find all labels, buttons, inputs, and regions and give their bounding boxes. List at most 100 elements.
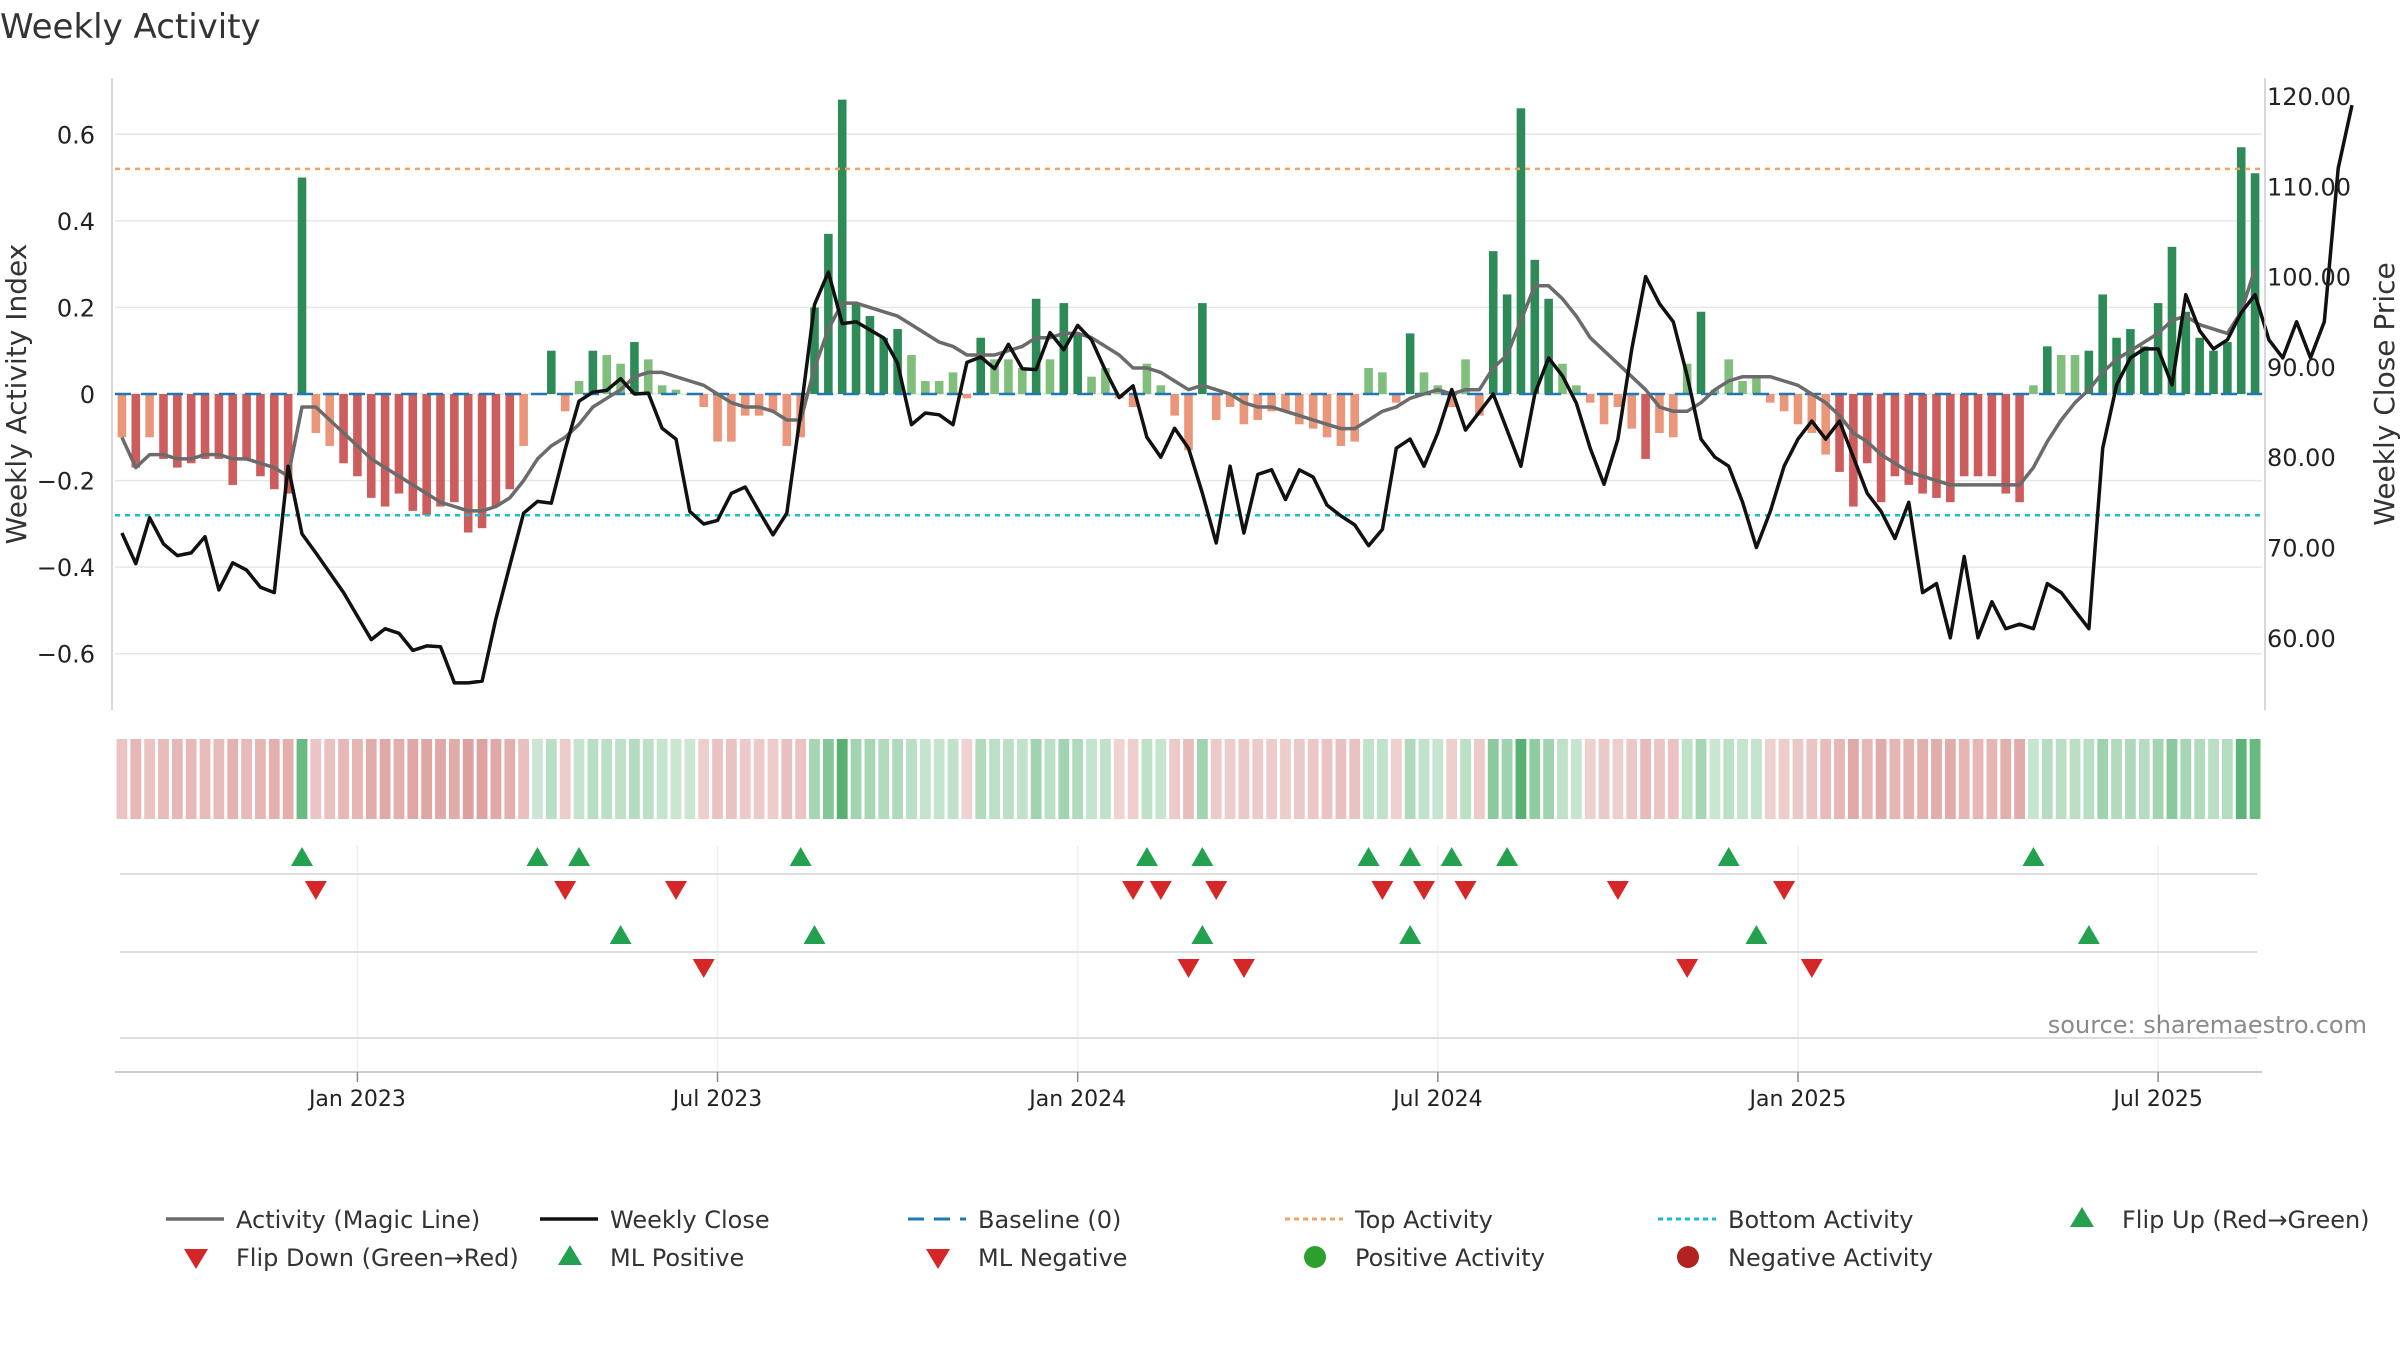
heat-cell-20 <box>393 739 405 819</box>
heat-cell-120 <box>1778 739 1790 819</box>
activity-bar-97 <box>1461 359 1470 394</box>
activity-bar-86 <box>1308 394 1318 429</box>
heat-cell-102 <box>1529 739 1541 819</box>
heat-cell-152 <box>2221 739 2233 819</box>
heat-cell-26 <box>476 739 488 819</box>
heat-cell-23 <box>435 739 446 819</box>
activity-bar-150 <box>2195 337 2204 394</box>
ml-track-up-marker-5 <box>2077 925 2100 944</box>
activity-bar-19 <box>380 394 390 507</box>
flip-track-down-marker-2 <box>664 881 687 900</box>
activity-bar-111 <box>1655 394 1664 433</box>
activity-bar-108 <box>1613 394 1623 407</box>
activity-bar-89 <box>1350 394 1360 442</box>
y-tick-label-0: 0.6 <box>57 121 95 149</box>
y-tick-label-4: −0.2 <box>37 468 95 496</box>
heat-cell-150 <box>2194 739 2206 819</box>
activity-bar-98 <box>1475 394 1484 416</box>
activity-bar-88 <box>1336 394 1346 446</box>
heat-cell-95 <box>1432 739 1444 819</box>
ml-track-down-marker-2 <box>1232 959 1255 978</box>
heat-cell-116 <box>1723 739 1735 819</box>
activity-bar-123 <box>1821 394 1830 455</box>
x-axis: Jan 2023 Jul 2023 Jan 2024 Jul 2024 Jan 2025… <box>115 1071 2262 1112</box>
heat-cell-79 <box>1210 739 1222 819</box>
heat-cell-153 <box>2235 739 2247 819</box>
heat-cell-10 <box>255 739 266 819</box>
activity-bar-117 <box>1738 381 1747 394</box>
heat-cell-57 <box>906 739 917 819</box>
heat-cell-97 <box>1460 739 1471 819</box>
heat-cell-154 <box>2249 739 2261 819</box>
heat-cell-49 <box>795 739 807 819</box>
heat-cell-33 <box>573 739 585 819</box>
source-credit: source: sharemaestro.com <box>2048 1011 2367 1039</box>
activity-bar-52 <box>837 99 847 395</box>
heat-cell-86 <box>1307 739 1319 819</box>
activity-bar-34 <box>588 350 598 394</box>
flip-track-up-marker-2 <box>568 847 591 866</box>
legend-label-4: Bottom Activity <box>1728 1206 1913 1234</box>
heat-cell-41 <box>684 739 696 819</box>
heat-cell-59 <box>933 739 945 819</box>
heat-cell-88 <box>1335 739 1347 819</box>
activity-bar-126 <box>1862 394 1872 464</box>
heat-cell-151 <box>2208 739 2219 819</box>
heat-cell-144 <box>2111 739 2122 819</box>
activity-bar-105 <box>1572 385 1581 394</box>
activity-bar-61 <box>962 394 972 399</box>
heat-cell-21 <box>407 739 419 819</box>
flip-track-down-marker-5 <box>1205 881 1228 900</box>
activity-bar-0 <box>117 394 127 438</box>
activity-bar-24 <box>450 394 459 503</box>
activity-bar-58 <box>921 381 930 394</box>
heat-cell-125 <box>1847 739 1859 819</box>
ml-track-down-marker-3 <box>1676 959 1699 978</box>
activity-bar-110 <box>1641 394 1650 459</box>
activity-bar-124 <box>1835 394 1844 472</box>
activity-bar-80 <box>1225 394 1235 407</box>
heat-cell-142 <box>2083 739 2095 819</box>
heat-cell-138 <box>2028 739 2039 819</box>
activity-bar-21 <box>408 394 418 511</box>
activity-bar-132 <box>1946 394 1955 503</box>
heat-cell-53 <box>850 739 862 819</box>
heat-cell-74 <box>1141 739 1153 819</box>
activity-bar-44 <box>727 394 736 442</box>
activity-bar-151 <box>2209 350 2218 394</box>
heat-cell-39 <box>656 739 668 819</box>
heat-cell-130 <box>1917 739 1929 819</box>
activity-bar-140 <box>2056 355 2066 394</box>
y-axis-label: Weekly Activity Index <box>0 244 33 545</box>
activity-bar-60 <box>948 372 958 394</box>
legend-swatch-5 <box>2070 1207 2094 1227</box>
activity-bar-122 <box>1807 394 1817 433</box>
heat-cell-143 <box>2097 739 2109 819</box>
activity-bar-142 <box>2084 350 2094 394</box>
activity-bar-139 <box>2043 346 2052 394</box>
heat-cell-7 <box>213 739 225 819</box>
legend-label-3: Top Activity <box>1354 1206 1493 1234</box>
x-tick-label-1: Jul 2023 <box>671 1087 763 1112</box>
heat-cell-31 <box>545 739 557 819</box>
activity-bar-74 <box>1142 363 1152 394</box>
activity-bar-10 <box>256 394 265 477</box>
heat-cell-92 <box>1390 739 1402 819</box>
heat-cell-76 <box>1169 739 1181 819</box>
legend-label-6: Flip Down (Green→Red) <box>236 1244 519 1272</box>
heat-cell-6 <box>199 739 211 819</box>
activity-bar-16 <box>339 394 348 464</box>
activity-bar-79 <box>1211 394 1221 420</box>
heat-cell-84 <box>1280 739 1291 819</box>
heat-cell-0 <box>116 739 128 819</box>
flip-track-down-marker-6 <box>1371 881 1394 900</box>
heat-cell-89 <box>1349 739 1361 819</box>
x-tick-label-4: Jan 2025 <box>1748 1087 1847 1112</box>
heat-cell-46 <box>753 739 765 819</box>
y-tick-label-5: −0.4 <box>37 554 95 582</box>
activity-bar-118 <box>1752 376 1761 394</box>
heat-cell-29 <box>518 739 530 819</box>
heat-cell-64 <box>1003 739 1014 819</box>
signal-tracks <box>120 846 2257 1072</box>
